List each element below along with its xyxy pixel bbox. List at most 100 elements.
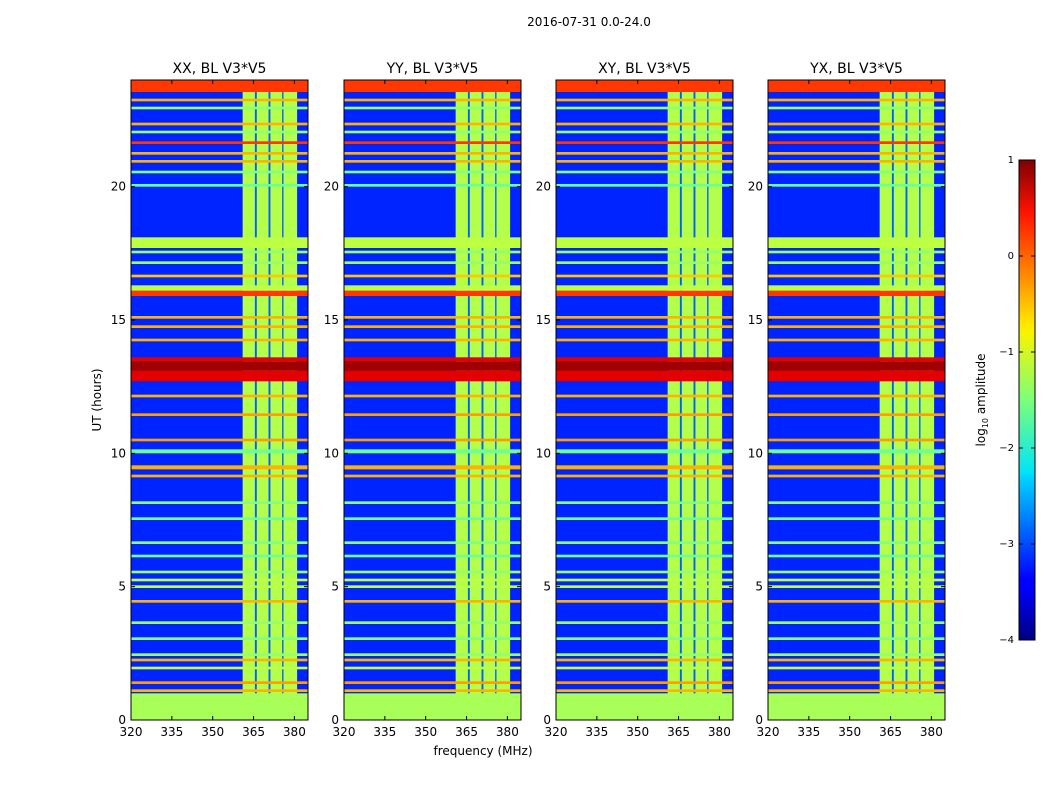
rfi-gap-column (693, 80, 696, 720)
y-tick-label: 20 (748, 180, 763, 194)
time-band (556, 621, 733, 624)
x-tick-label: 350 (201, 725, 224, 739)
time-band (768, 501, 945, 504)
colorbar: 10−1−2−3−4 log10 amplitude (974, 155, 1036, 646)
time-band (131, 160, 308, 163)
rfi-gap-column (467, 80, 470, 720)
time-band (344, 693, 521, 720)
time-band (131, 394, 308, 398)
time-band (131, 370, 308, 382)
colorbar-tick-label: −2 (999, 443, 1014, 454)
time-band (344, 570, 521, 574)
time-band (556, 80, 733, 92)
time-band (768, 361, 945, 371)
time-band (768, 653, 945, 656)
time-band (344, 449, 521, 454)
colorbar-tick-label: 1 (1008, 155, 1014, 166)
time-band (344, 554, 521, 558)
time-band (556, 666, 733, 670)
panel: XX, BL V3*V5 320 335 350 365 380 0 5 10 15 20 (111, 61, 309, 739)
time-band (556, 184, 733, 187)
time-band (768, 658, 945, 662)
time-band (768, 170, 945, 174)
time-band (131, 438, 308, 442)
x-tick-label: 335 (585, 725, 608, 739)
time-band (556, 474, 733, 478)
y-tick-label: 0 (118, 713, 126, 727)
time-band (344, 316, 521, 319)
y-tick-label: 20 (536, 180, 551, 194)
time-band (556, 541, 733, 544)
x-tick-label: 320 (333, 725, 356, 739)
time-band (131, 152, 308, 155)
colorbar-tick-label: −4 (999, 635, 1014, 646)
panel-title: YX, BL V3*V5 (809, 61, 903, 77)
time-band (556, 152, 733, 155)
y-tick-label: 5 (543, 580, 551, 594)
time-band (556, 357, 733, 362)
time-band (768, 449, 945, 454)
time-band (556, 570, 733, 574)
rfi-gap-column (905, 80, 908, 720)
time-band (556, 316, 733, 319)
time-band (768, 357, 945, 362)
x-tick-label: 365 (667, 725, 690, 739)
time-band (556, 600, 733, 603)
time-band (768, 465, 945, 470)
time-band (344, 637, 521, 640)
time-band (556, 141, 733, 144)
time-band (556, 438, 733, 442)
time-band (344, 658, 521, 662)
time-band (768, 394, 945, 398)
time-band (556, 285, 733, 291)
time-band (556, 585, 733, 588)
time-band (344, 666, 521, 670)
time-band (556, 250, 733, 254)
time-band (768, 578, 945, 582)
time-band (556, 517, 733, 520)
colorbar-label-subscript: 10 (981, 418, 990, 428)
time-band (344, 578, 521, 582)
panel-title: YY, BL V3*V5 (386, 61, 479, 77)
x-tick-label: 365 (879, 725, 902, 739)
time-band (768, 474, 945, 478)
panel-frame (767, 79, 946, 721)
time-band (556, 274, 733, 278)
time-band (556, 160, 733, 163)
figure-suptitle: 2016-07-31 0.0-24.0 (527, 15, 651, 29)
panel-title: XX, BL V3*V5 (173, 61, 267, 77)
time-band (556, 130, 733, 134)
time-band (768, 517, 945, 520)
time-band (131, 184, 308, 187)
time-band (556, 693, 733, 720)
time-band (131, 474, 308, 478)
x-tick-label: 365 (242, 725, 265, 739)
time-band (131, 653, 308, 656)
time-band (768, 637, 945, 640)
rfi-gap-column (282, 80, 284, 720)
x-tick-label: 335 (373, 725, 396, 739)
time-band (768, 570, 945, 574)
time-band (556, 290, 733, 296)
time-band (556, 653, 733, 656)
x-tick-label: 350 (838, 725, 861, 739)
time-band (556, 122, 733, 126)
time-band (131, 693, 308, 720)
rfi-gap-column (707, 80, 709, 720)
x-tick-label: 365 (455, 725, 478, 739)
time-band (344, 517, 521, 520)
panel: YX, BL V3*V5 320 335 350 365 380 0 5 10 15 20 (748, 61, 946, 739)
time-band (556, 449, 733, 454)
time-band (131, 465, 308, 470)
time-band (344, 106, 521, 110)
panel-frame (343, 79, 522, 721)
time-band (131, 170, 308, 174)
colorbar-gradient (1018, 159, 1036, 641)
time-band (556, 681, 733, 684)
time-band (131, 285, 308, 291)
time-band (131, 666, 308, 670)
rfi-gap-column (254, 80, 257, 720)
x-tick-label: 350 (414, 725, 437, 739)
x-tick-label: 350 (626, 725, 649, 739)
time-band (556, 637, 733, 640)
